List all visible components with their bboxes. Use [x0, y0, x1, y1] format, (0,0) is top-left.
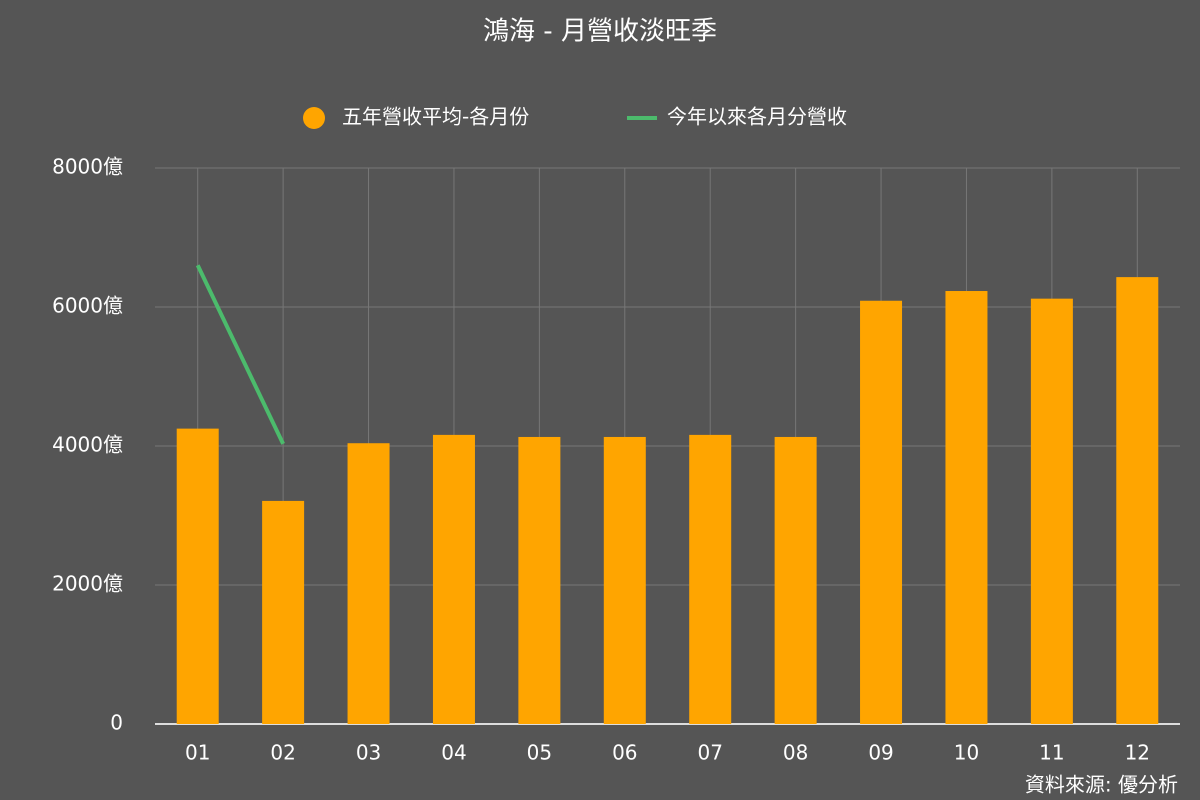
x-tick-label: 11	[1039, 741, 1064, 765]
x-tick-label: 01	[185, 741, 210, 765]
bar	[945, 291, 988, 724]
x-tick-label: 03	[356, 741, 381, 765]
line	[195, 264, 285, 445]
x-tick-label: 02	[270, 741, 295, 765]
source: 資料來源: 優分析	[1025, 773, 1178, 797]
x-tick-label: 05	[527, 741, 552, 765]
y-tick-label: 0	[110, 711, 123, 735]
x-tick-label: 10	[954, 741, 979, 765]
y-tick-label: 8000億	[52, 155, 123, 179]
x-tick-label: 12	[1125, 741, 1150, 765]
x-tick-label: 06	[612, 741, 637, 765]
x-tick-label: 07	[697, 741, 722, 765]
chart-title: 鴻海 - 月營收淡旺季	[483, 17, 717, 47]
bar	[347, 443, 390, 724]
bar	[1030, 298, 1073, 724]
legend-label: 今年以來各月分營收	[667, 105, 847, 129]
legend-label: 五年營收平均-各月份	[342, 105, 529, 129]
bar	[860, 300, 903, 724]
y-tick-label: 4000億	[52, 433, 123, 457]
bar	[262, 500, 305, 724]
bar	[1116, 277, 1159, 724]
x-tick-label: 08	[783, 741, 808, 765]
bar	[518, 436, 561, 724]
bar	[774, 436, 817, 724]
bar	[603, 436, 646, 724]
bar	[689, 434, 732, 724]
y-tick-label: 6000億	[52, 294, 123, 318]
x-tick-label: 04	[441, 741, 466, 765]
x-tick-label: 09	[868, 741, 893, 765]
bar	[176, 428, 219, 724]
legend-marker	[303, 107, 325, 129]
bar	[432, 434, 475, 724]
y-tick-label: 2000億	[52, 572, 123, 596]
